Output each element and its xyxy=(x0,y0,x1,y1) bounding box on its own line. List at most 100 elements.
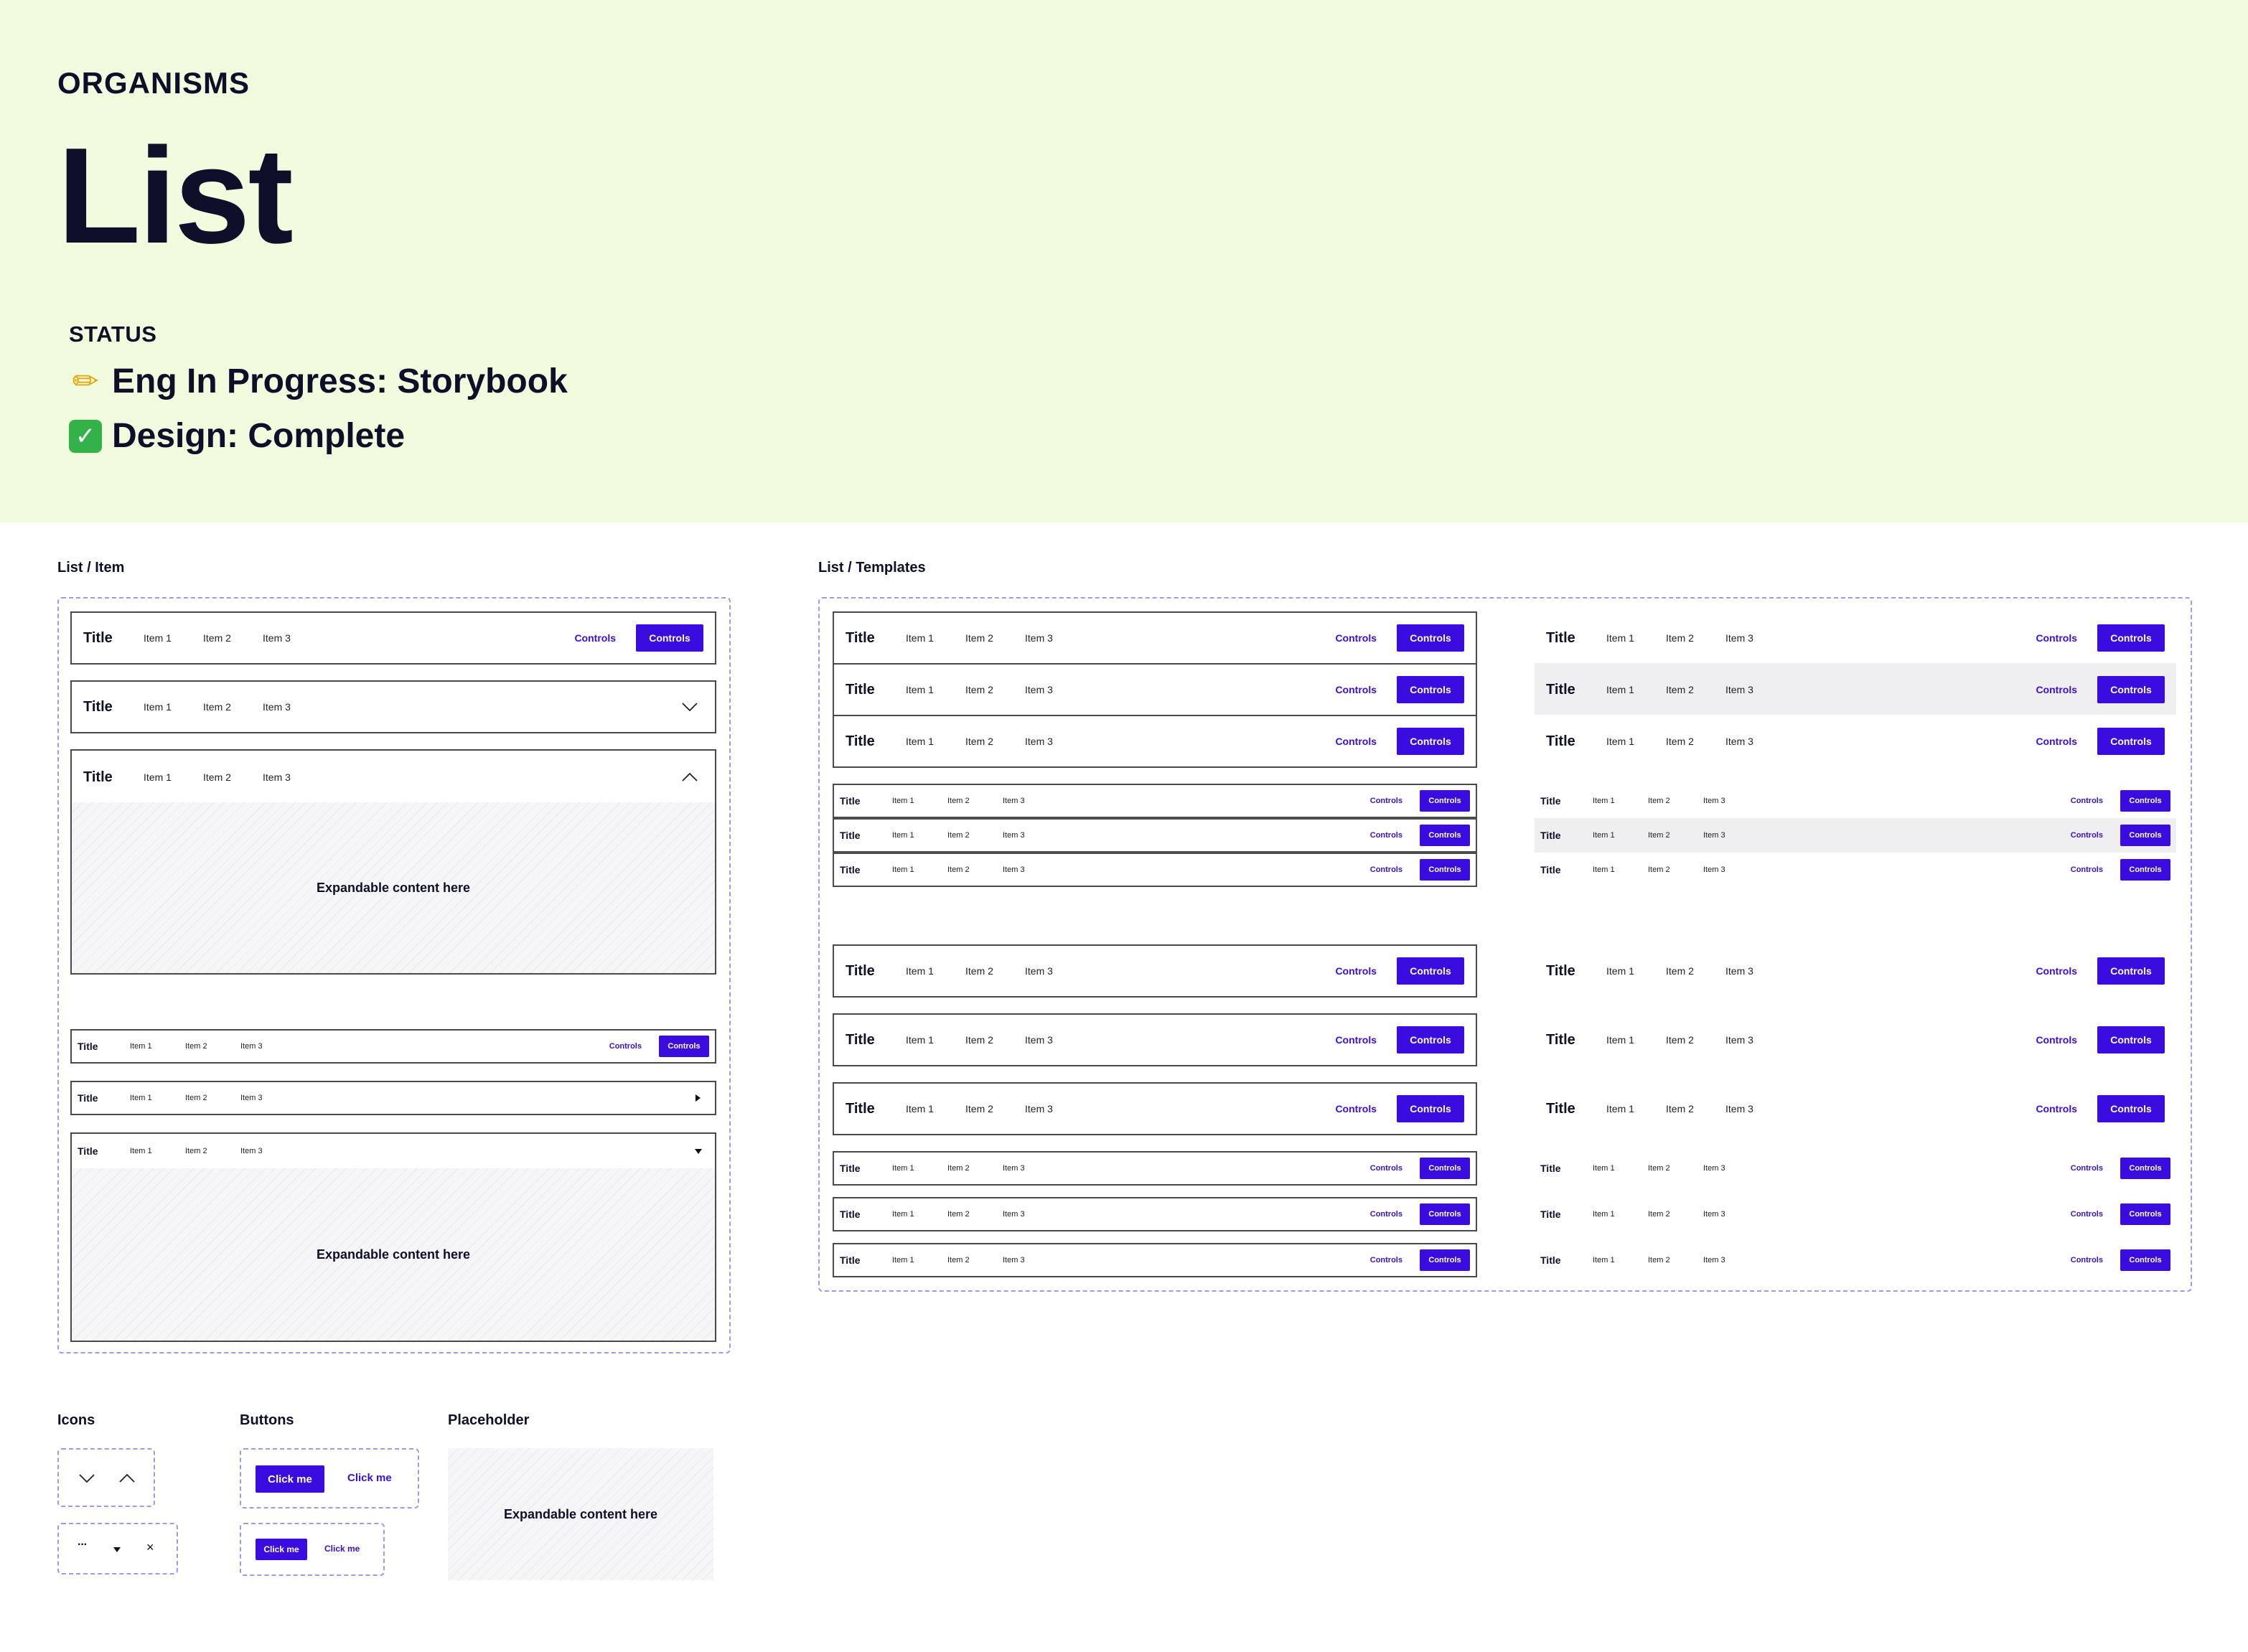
chevron-up-icon[interactable] xyxy=(682,773,698,782)
secondary-button[interactable]: Click me xyxy=(347,1472,392,1484)
template-row-small[interactable]: Title Item 1 Item 2 Item 3 Controls Controls xyxy=(833,818,1477,853)
controls-button[interactable]: Controls xyxy=(2120,825,2170,846)
template-row-small[interactable]: Title Item 1 Item 2 Item 3 Controls Controls xyxy=(833,1151,1477,1186)
controls-button[interactable]: Controls xyxy=(2097,957,2165,985)
controls-link[interactable]: Controls xyxy=(1335,736,1377,747)
controls-button[interactable]: Controls xyxy=(1397,1095,1464,1122)
controls-button[interactable]: Controls xyxy=(1397,728,1464,755)
template-row-plain[interactable]: Title Item 1 Item 2 Item 3 Controls Controls xyxy=(1535,1082,2176,1135)
controls-link[interactable]: Controls xyxy=(1369,797,1402,805)
controls-link[interactable]: Controls xyxy=(2070,1210,2103,1219)
template-row-plain[interactable]: Title Item 1 Item 2 Item 3 Controls Controls xyxy=(1535,1013,2176,1066)
template-row-plain-small[interactable]: Title Item 1 Item 2 Item 3 Controls Controls xyxy=(1535,1243,2176,1277)
template-row-small[interactable]: Title Item 1 Item 2 Item 3 Controls Controls xyxy=(833,1197,1477,1231)
controls-button[interactable]: Controls xyxy=(2097,1026,2165,1053)
row-item-2: Item 2 xyxy=(965,1034,993,1046)
controls-link[interactable]: Controls xyxy=(2070,1164,2103,1173)
controls-button[interactable]: Controls xyxy=(2097,728,2165,755)
controls-link[interactable]: Controls xyxy=(2036,1103,2077,1114)
controls-button[interactable]: Controls xyxy=(2097,1095,2165,1122)
template-row-small[interactable]: Title Item 1 Item 2 Item 3 Controls Controls xyxy=(833,853,1477,887)
template-row-plain-small[interactable]: Title Item 1 Item 2 Item 3 Controls Controls xyxy=(1535,784,2176,818)
controls-link[interactable]: Controls xyxy=(2070,797,2103,805)
row-title: Title xyxy=(840,1254,861,1266)
list-item-small-controls[interactable]: Title Item 1 Item 2 Item 3 Controls Cont… xyxy=(70,1029,716,1064)
controls-button[interactable]: Controls xyxy=(1397,676,1464,703)
controls-button[interactable]: Controls xyxy=(1397,624,1464,652)
template-row-plain-small[interactable]: Title Item 1 Item 2 Item 3 Controls Controls xyxy=(1535,853,2176,887)
list-item-controls[interactable]: Title Item 1 Item 2 Item 3 Controls Cont… xyxy=(70,611,716,665)
controls-button[interactable]: Controls xyxy=(2120,790,2170,812)
template-row[interactable]: Title Item 1 Item 2 Item 3 Controls Controls xyxy=(833,715,1477,768)
list-item-title: Title xyxy=(83,769,113,785)
template-row-plain-small[interactable]: Title Item 1 Item 2 Item 3 Controls Controls xyxy=(1535,1151,2176,1186)
template-row-plain[interactable]: Title Item 1 Item 2 Item 3 Controls Controls xyxy=(1535,944,2176,998)
controls-button[interactable]: Controls xyxy=(1420,859,1470,881)
controls-link[interactable]: Controls xyxy=(2036,632,2077,644)
controls-link[interactable]: Controls xyxy=(1369,831,1402,840)
template-row[interactable]: Title Item 1 Item 2 Item 3 Controls Controls xyxy=(833,1082,1477,1135)
controls-link[interactable]: Controls xyxy=(2070,831,2103,840)
controls-link[interactable]: Controls xyxy=(1335,632,1377,644)
template-row-plain-hover[interactable]: Title Item 1 Item 2 Item 3 Controls Controls xyxy=(1535,663,2176,716)
row-title: Title xyxy=(840,1209,861,1220)
controls-link[interactable]: Controls xyxy=(1369,1164,1402,1173)
list-item-small-expanded-header[interactable]: Title Item 1 Item 2 Item 3 xyxy=(72,1134,715,1168)
secondary-button-small[interactable]: Click me xyxy=(324,1544,360,1554)
controls-link[interactable]: Controls xyxy=(2070,865,2103,874)
template-row-plain[interactable]: Title Item 1 Item 2 Item 3 Controls Controls xyxy=(1535,611,2176,665)
list-item-expanded-header[interactable]: Title Item 1 Item 2 Item 3 xyxy=(72,751,715,804)
row-item-1: Item 1 xyxy=(906,1034,934,1046)
template-row-plain-small-hover[interactable]: Title Item 1 Item 2 Item 3 Controls Controls xyxy=(1535,818,2176,853)
controls-button[interactable]: Controls xyxy=(2120,1249,2170,1271)
template-row-small[interactable]: Title Item 1 Item 2 Item 3 Controls Controls xyxy=(833,784,1477,818)
template-row[interactable]: Title Item 1 Item 2 Item 3 Controls Controls xyxy=(833,944,1477,998)
controls-button[interactable]: Controls xyxy=(2120,1203,2170,1225)
controls-button[interactable]: Controls xyxy=(1420,825,1470,846)
controls-link[interactable]: Controls xyxy=(1335,965,1377,977)
caret-down-icon[interactable] xyxy=(695,1148,702,1154)
caret-right-icon[interactable] xyxy=(696,1094,701,1102)
controls-link[interactable]: Controls xyxy=(1335,1034,1377,1046)
list-item-collapsed[interactable]: Title Item 1 Item 2 Item 3 xyxy=(70,680,716,733)
controls-link[interactable]: Controls xyxy=(574,632,616,644)
controls-button[interactable]: Controls xyxy=(2120,1158,2170,1179)
template-row[interactable]: Title Item 1 Item 2 Item 3 Controls Controls xyxy=(833,1013,1477,1066)
controls-button[interactable]: Controls xyxy=(2120,859,2170,881)
controls-link[interactable]: Controls xyxy=(2036,1034,2077,1046)
controls-button[interactable]: Controls xyxy=(636,624,703,652)
controls-link[interactable]: Controls xyxy=(1369,1210,1402,1219)
list-item-small-collapsed[interactable]: Title Item 1 Item 2 Item 3 xyxy=(70,1081,716,1115)
controls-link[interactable]: Controls xyxy=(1335,1103,1377,1114)
controls-link[interactable]: Controls xyxy=(2036,736,2077,747)
more-icon: ··· xyxy=(78,1539,88,1551)
controls-button[interactable]: Controls xyxy=(2097,676,2165,703)
primary-button[interactable]: Click me xyxy=(256,1465,324,1493)
controls-link[interactable]: Controls xyxy=(2070,1256,2103,1264)
chevron-down-icon[interactable] xyxy=(682,703,698,711)
controls-button[interactable]: Controls xyxy=(1397,1026,1464,1053)
template-row-plain[interactable]: Title Item 1 Item 2 Item 3 Controls Controls xyxy=(1535,715,2176,768)
list-item-item-3: Item 3 xyxy=(240,1042,263,1051)
controls-button[interactable]: Controls xyxy=(1420,1158,1470,1179)
controls-link[interactable]: Controls xyxy=(1369,865,1402,874)
controls-button[interactable]: Controls xyxy=(2097,624,2165,652)
controls-link[interactable]: Controls xyxy=(609,1042,642,1051)
primary-button-small[interactable]: Click me xyxy=(256,1539,307,1560)
controls-link[interactable]: Controls xyxy=(2036,965,2077,977)
row-item-1: Item 1 xyxy=(906,965,934,977)
row-title: Title xyxy=(1546,681,1575,698)
controls-button[interactable]: Controls xyxy=(1397,957,1464,985)
template-row[interactable]: Title Item 1 Item 2 Item 3 Controls Controls xyxy=(833,663,1477,716)
controls-button[interactable]: Controls xyxy=(1420,1249,1470,1271)
controls-link[interactable]: Controls xyxy=(2036,684,2077,695)
controls-button[interactable]: Controls xyxy=(659,1036,709,1057)
controls-link[interactable]: Controls xyxy=(1369,1256,1402,1264)
controls-link[interactable]: Controls xyxy=(1335,684,1377,695)
template-row-plain-small[interactable]: Title Item 1 Item 2 Item 3 Controls Controls xyxy=(1535,1197,2176,1231)
template-row[interactable]: Title Item 1 Item 2 Item 3 Controls Controls xyxy=(833,611,1477,665)
template-row-small[interactable]: Title Item 1 Item 2 Item 3 Controls Controls xyxy=(833,1243,1477,1277)
controls-button[interactable]: Controls xyxy=(1420,790,1470,812)
controls-button[interactable]: Controls xyxy=(1420,1203,1470,1225)
row-item-1: Item 1 xyxy=(892,831,914,840)
